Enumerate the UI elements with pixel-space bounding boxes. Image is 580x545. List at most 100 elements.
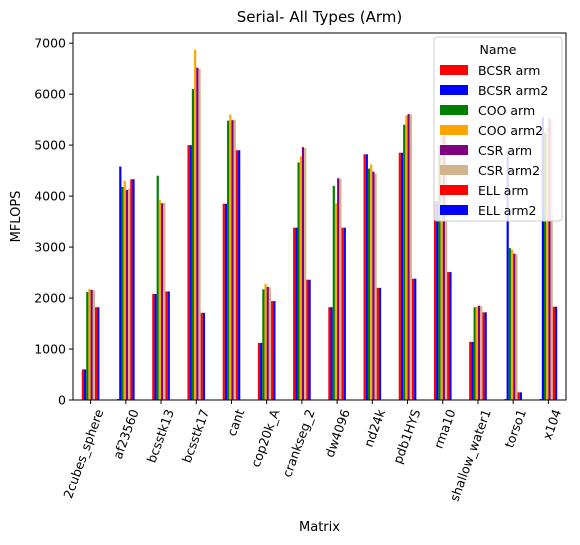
plot-frame xyxy=(72,32,567,401)
bar-ell-arm-x104 xyxy=(552,306,555,400)
bar-coo-arm-cop20k_a xyxy=(262,289,265,400)
x-axis-title: Matrix xyxy=(299,520,340,535)
legend-label: BCSR arm2 xyxy=(478,83,548,98)
bar-coo-arm-bcsstk17 xyxy=(191,89,195,400)
legend-title: Name xyxy=(480,42,517,57)
bar-bcsr-arm2-cant xyxy=(224,203,228,400)
bar-bcsr-arm-shallow_water1 xyxy=(469,341,472,400)
chart-title: Serial- All Types (Arm) xyxy=(237,8,403,26)
y-axis: 0 1000 2000 3000 4000 5000 6000 7000 xyxy=(34,36,73,408)
legend-swatch xyxy=(440,145,468,155)
bar-bcsr-arm-bcsstk13 xyxy=(152,293,155,400)
legend-swatch xyxy=(440,125,468,135)
bar-ell-arm2-x104 xyxy=(555,306,558,400)
bar-coo-arm2-bcsstk13 xyxy=(158,200,162,400)
bar-csr-arm-x104 xyxy=(548,118,551,400)
x-tick-label: rma10 xyxy=(431,407,459,450)
bar-bcsr-arm-pdb1hys xyxy=(398,152,401,400)
y-axis-title: MFLOPS xyxy=(9,191,24,243)
bar-csr-arm-bcsstk13 xyxy=(161,203,164,400)
bar-bcsr-arm2-nd24k xyxy=(365,154,368,400)
bar-coo-arm2-cop20k_a xyxy=(264,283,267,400)
y-tick-label: 4000 xyxy=(34,189,66,204)
bar-bcsr-arm2-x104 xyxy=(541,117,544,400)
x-tick-label: pdb1HYS xyxy=(390,407,424,465)
bar-coo-arm-pdb1hys xyxy=(403,124,406,400)
legend-swatch xyxy=(440,105,468,115)
bar-bcsr-arm2-torso1 xyxy=(506,150,509,400)
bar-ell-arm2-af23560 xyxy=(132,179,135,400)
bar-csr-arm2-shallow_water1 xyxy=(480,306,483,400)
bar-csr-arm-bcsstk17 xyxy=(196,67,199,400)
bar-ell-arm-af23560 xyxy=(130,179,133,400)
bar-coo-arm-af23560 xyxy=(121,186,124,400)
bar-bcsr-arm-bcsstk17 xyxy=(187,145,190,400)
legend-swatch xyxy=(440,185,468,195)
bar-csr-arm2-x104 xyxy=(550,119,553,401)
bar-coo-arm2-shallow_water1 xyxy=(475,306,478,400)
bar-ell-arm2-torso1 xyxy=(519,392,522,400)
bar-bcsr-arm2-af23560 xyxy=(119,166,122,400)
legend-label: CSR arm xyxy=(478,143,532,158)
bar-ell-arm-nd24k xyxy=(376,287,379,400)
bar-coo-arm2-rma10 xyxy=(440,137,443,401)
legend-label: ELL arm xyxy=(478,183,529,198)
bar-coo-arm-2cubes_sphere xyxy=(86,291,89,400)
bar-ell-arm-cop20k_a xyxy=(271,301,274,400)
bar-csr-arm-shallow_water1 xyxy=(477,305,481,400)
bar-ell-arm2-dw4096 xyxy=(343,227,346,400)
bar-bcsr-arm2-bcsstk13 xyxy=(154,293,157,400)
bar-csr-arm-cant xyxy=(231,120,234,400)
bar-bcsr-arm2-bcsstk17 xyxy=(189,145,192,400)
legend-swatch xyxy=(440,85,468,95)
bar-ell-arm2-2cubes_sphere xyxy=(97,307,100,400)
bar-bcsr-arm2-rma10 xyxy=(436,201,439,400)
bar-bcsr-arm2-crankseg_2 xyxy=(295,227,298,400)
bar-ell-arm2-shallow_water1 xyxy=(484,312,487,400)
bar-bcsr-arm-af23560 xyxy=(117,398,120,400)
bar-ell-arm2-cant xyxy=(238,150,241,400)
x-tick-label: dw4096 xyxy=(322,407,353,459)
bar-ell-arm-bcsstk13 xyxy=(165,291,168,400)
bar-coo-arm-bcsstk13 xyxy=(156,175,159,400)
y-tick-label: 3000 xyxy=(34,240,66,255)
x-tick-label: torso1 xyxy=(501,407,529,450)
bar-bcsr-arm-torso1 xyxy=(504,398,507,400)
bar-bcsr-arm-crankseg_2 xyxy=(293,227,296,400)
legend: Name BCSR arm BCSR arm2 COO arm COO arm2 CSR… xyxy=(433,36,563,222)
bar-coo-arm2-nd24k xyxy=(370,164,373,400)
bar-csr-arm-af23560 xyxy=(125,189,129,400)
bar-coo-arm-shallow_water1 xyxy=(473,307,476,400)
bar-csr-arm2-2cubes_sphere xyxy=(92,290,96,400)
bar-ell-arm-shallow_water1 xyxy=(482,312,485,400)
legend-swatch xyxy=(440,205,468,215)
bar-bcsr-arm2-dw4096 xyxy=(330,307,333,400)
bar-csr-arm2-cop20k_a xyxy=(268,287,272,400)
bar-coo-arm-cant xyxy=(227,120,230,401)
y-tick-label: 6000 xyxy=(34,87,66,102)
bar-ell-arm2-cop20k_a xyxy=(273,301,276,400)
bar-coo-arm2-af23560 xyxy=(123,180,126,400)
plot-bars xyxy=(81,49,558,401)
bar-ell-arm-pdb1hys xyxy=(411,278,415,400)
legend-swatch xyxy=(440,165,468,175)
bar-csr-arm2-af23560 xyxy=(128,188,131,400)
bar-ell-arm2-bcsstk13 xyxy=(167,291,170,400)
legend-label: CSR arm2 xyxy=(478,163,540,178)
x-tick-label: bcsstk17 xyxy=(179,407,212,465)
bar-csr-arm-crankseg_2 xyxy=(301,147,305,400)
x-tick-label: bcsstk13 xyxy=(144,407,177,465)
legend-label: COO arm2 xyxy=(478,123,543,138)
bar-csr-arm2-bcsstk17 xyxy=(198,68,201,401)
bar-coo-arm2-bcsstk17 xyxy=(194,49,197,400)
bar-bcsr-arm-cant xyxy=(222,203,225,400)
bar-coo-arm2-dw4096 xyxy=(334,203,338,400)
x-tick-label: cop20k_A xyxy=(248,407,283,469)
bar-bcsr-arm2-pdb1hys xyxy=(400,152,404,400)
x-axis: 2cubes_sphere af23560 bcsstk13 bcsstk17 cant… xyxy=(60,400,564,503)
bar-ell-arm-torso1 xyxy=(517,392,520,400)
x-tick-label: af23560 xyxy=(110,407,142,461)
legend-label: COO arm xyxy=(478,103,535,118)
bar-bcsr-arm2-2cubes_sphere xyxy=(84,369,87,400)
